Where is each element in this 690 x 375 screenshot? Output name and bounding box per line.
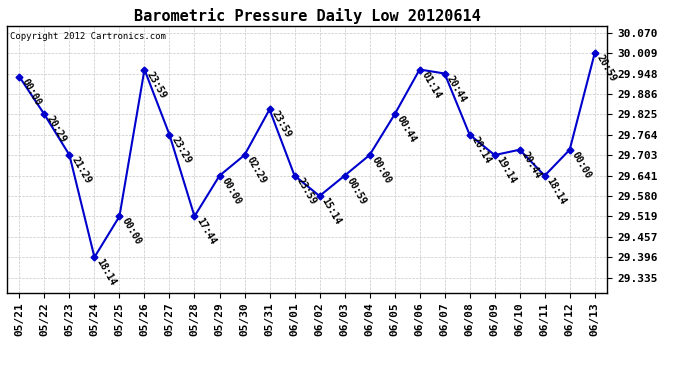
Text: 23:59: 23:59 [270,110,293,140]
Text: 01:14: 01:14 [420,69,443,100]
Text: 21:29: 21:29 [70,155,92,186]
Text: 17:44: 17:44 [195,216,218,247]
Text: 00:44: 00:44 [395,114,418,145]
Text: 18:14: 18:14 [95,257,118,288]
Text: 00:00: 00:00 [219,176,243,206]
Title: Barometric Pressure Daily Low 20120614: Barometric Pressure Daily Low 20120614 [134,8,480,24]
Text: 23:59: 23:59 [144,69,168,100]
Text: 18:14: 18:14 [544,176,568,206]
Text: 20:29: 20:29 [44,114,68,145]
Text: 23:59: 23:59 [295,176,318,206]
Text: 00:00: 00:00 [370,155,393,186]
Text: 20:14: 20:14 [470,135,493,165]
Text: 15:14: 15:14 [319,196,343,226]
Text: 20:44: 20:44 [520,150,543,180]
Text: 00:59: 00:59 [344,176,368,206]
Text: 20:59: 20:59 [595,53,618,84]
Text: 20:44: 20:44 [444,74,468,104]
Text: Copyright 2012 Cartronics.com: Copyright 2012 Cartronics.com [10,32,166,40]
Text: 19:14: 19:14 [495,155,518,186]
Text: 23:29: 23:29 [170,135,193,165]
Text: 00:00: 00:00 [19,77,43,107]
Text: 00:00: 00:00 [570,150,593,180]
Text: 02:29: 02:29 [244,155,268,186]
Text: 00:00: 00:00 [119,216,143,247]
